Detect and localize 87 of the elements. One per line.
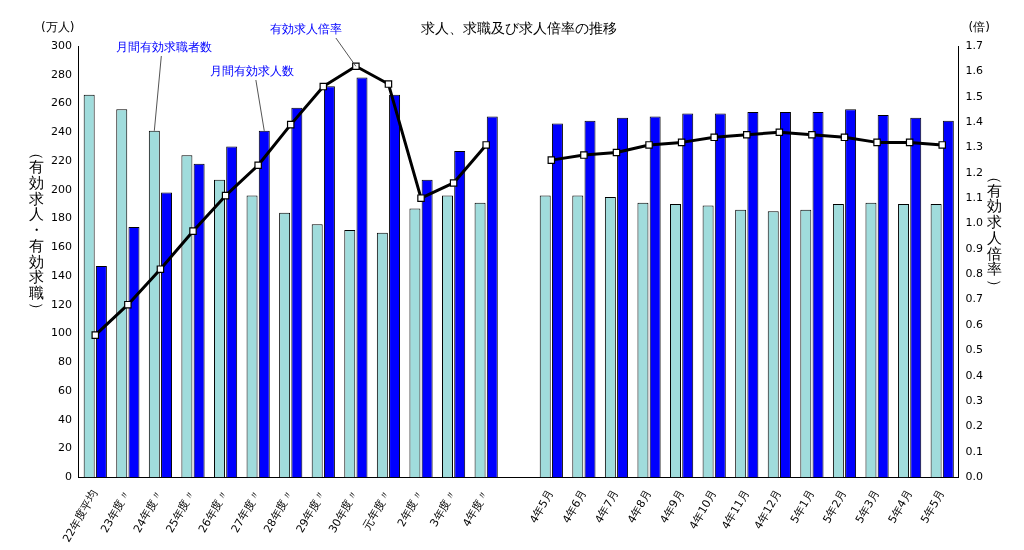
- x-tick-label: 4年8月: [624, 487, 655, 526]
- x-tick-label: 23年度〃: [98, 487, 133, 536]
- y-tick-label: 140: [51, 268, 72, 282]
- point: [547, 156, 556, 164]
- point: [189, 227, 197, 235]
- x-tick-label: 5年1月: [787, 487, 817, 526]
- point: [482, 141, 490, 149]
- y-tick-label: 20: [58, 441, 72, 455]
- x-tick-label: 4年9月: [657, 487, 687, 526]
- y-tick-label: 240: [51, 125, 72, 139]
- y2-axis-title: （有効求人倍率）: [986, 168, 1005, 294]
- x-tick-label: 2年度〃: [394, 487, 427, 530]
- y-tick-label: 220: [51, 153, 72, 167]
- x-tick-label: 元年度〃: [360, 487, 394, 533]
- y2-tick-label: 0.7: [965, 292, 984, 306]
- point: [873, 138, 881, 147]
- x-tick-label: 4年5月: [527, 487, 557, 526]
- y2-tick-label: 0.4: [965, 368, 984, 382]
- x-tick-label: 4年度〃: [459, 487, 492, 530]
- text: (万人): [41, 20, 75, 35]
- text: （有効求人・有効求職）: [28, 144, 47, 318]
- y2-tick-label: 0.0: [965, 470, 984, 484]
- x-tick-label: 30年度〃: [326, 487, 361, 536]
- y-tick-label: 60: [58, 383, 72, 397]
- y-tick-label: 0: [65, 470, 72, 484]
- point: [91, 331, 100, 339]
- y2-tick-label: 1.4: [965, 114, 984, 128]
- y2-tick-label: 0.6: [965, 317, 984, 331]
- y-tick-label: 160: [51, 240, 72, 254]
- x-tick-label: 24年度〃: [130, 487, 166, 536]
- y2-tick-label: 0.9: [965, 241, 984, 255]
- y2-tick-label: 0.2: [965, 419, 984, 433]
- x-tick-label: 29年度〃: [293, 487, 329, 536]
- point: [938, 141, 946, 149]
- point: [840, 133, 849, 142]
- point: [710, 133, 718, 142]
- y2-tick-label: 1.7: [965, 38, 984, 52]
- y2-tick-label: 0.3: [965, 393, 984, 407]
- x-tick-label: 5年4月: [885, 487, 915, 526]
- x-tick-label: 5年3月: [852, 487, 883, 526]
- text: 月間有効求職者数: [116, 40, 213, 55]
- chart-title: 求人、求職及び求人倍率の推移: [420, 19, 617, 36]
- text: 有効求人倍率: [269, 22, 342, 37]
- y-tick-label: 260: [51, 96, 72, 110]
- y-tick-label: 200: [51, 182, 72, 196]
- y2-tick-label: 1.6: [965, 64, 984, 78]
- x-tick-label: 4年7月: [592, 487, 622, 526]
- y-tick-label: 280: [51, 67, 72, 81]
- y2-tick-label: 1.1: [965, 191, 984, 205]
- point: [775, 128, 784, 137]
- y2-tick-label: 0.1: [965, 444, 984, 458]
- point: [384, 80, 393, 88]
- y-tick-label: 80: [58, 355, 72, 369]
- text: (倍): [968, 20, 990, 35]
- y2-tick-label: 0.5: [965, 343, 984, 357]
- y-tick-label: 180: [51, 211, 72, 225]
- y2-tick-label: 1.3: [965, 140, 984, 154]
- y2-tick-label: 1.5: [965, 89, 984, 103]
- y-tick-label: 120: [51, 297, 72, 311]
- point: [156, 265, 165, 273]
- x-tick-label: 5年2月: [820, 487, 850, 526]
- y2-tick-label: 1.0: [965, 216, 984, 230]
- point: [319, 82, 328, 91]
- point: [417, 194, 425, 202]
- x-tick-label: 28年度〃: [261, 487, 296, 536]
- x-tick-label: 5年5月: [918, 487, 948, 526]
- y2-tick-label: 0.8: [965, 267, 984, 281]
- y-tick-label: 40: [58, 412, 72, 426]
- point: [808, 130, 816, 139]
- y-tick-label: 300: [51, 38, 72, 52]
- point: [254, 161, 262, 169]
- point: [286, 120, 295, 129]
- y2-tick-label: 1.2: [965, 165, 984, 179]
- x-tick-label: 4年12月: [751, 487, 785, 532]
- point: [742, 130, 751, 139]
- x-tick-label: 4年6月: [559, 487, 589, 526]
- x-tick-label: 27年度〃: [228, 487, 264, 536]
- x-tick-label: 22年度平均: [60, 487, 101, 545]
- x-tick-label: 4年10月: [686, 487, 720, 532]
- point: [645, 141, 653, 149]
- point: [124, 300, 132, 309]
- y-tick-label: 100: [51, 326, 72, 340]
- point: [449, 179, 458, 187]
- x-tick-label: 3年度〃: [427, 487, 459, 530]
- x-tick-label: 4年11月: [719, 487, 752, 532]
- text: 月間有効求人数: [210, 64, 295, 79]
- point: [580, 151, 588, 159]
